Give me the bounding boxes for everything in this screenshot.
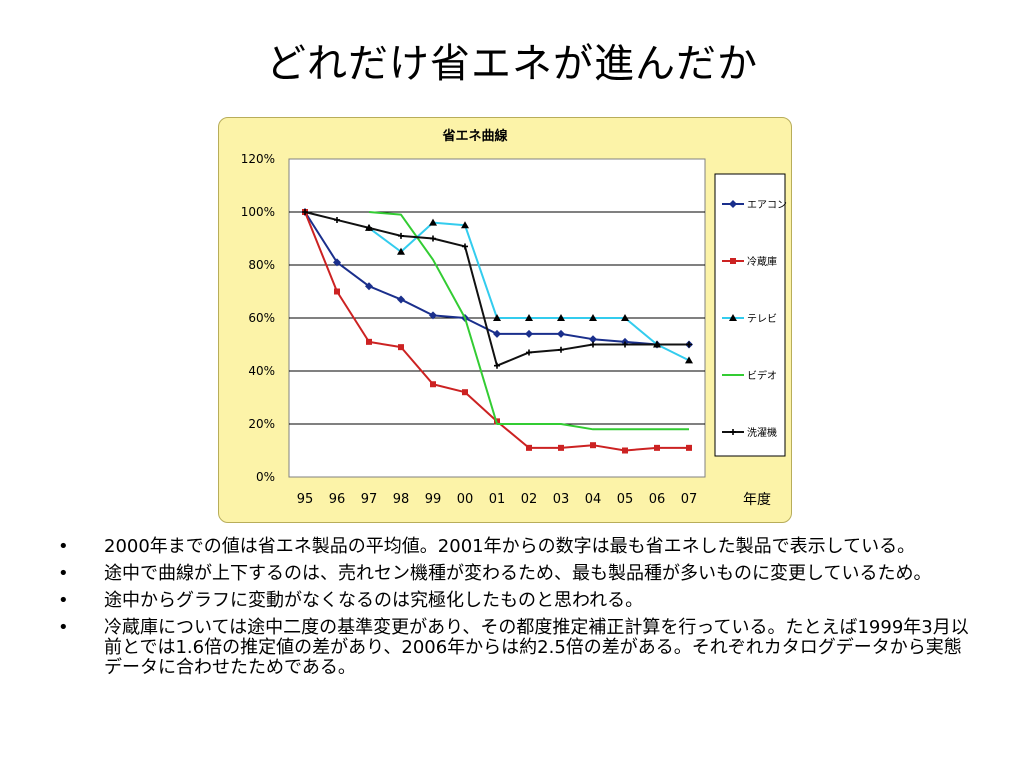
line-chart: 省エネ曲線 0% 20% 40% 60% 80% 100% 120% 95 96 97 98 99 0… (241, 128, 787, 508)
data-point (334, 288, 340, 295)
bullet-text: 途中からグラフに変動がなくなるのは究極化したものと思われる。 (104, 590, 644, 611)
data-point (333, 258, 341, 267)
x-tick-label: 96 (329, 492, 346, 507)
data-point (366, 338, 372, 345)
data-point (558, 444, 564, 451)
grid-lines (289, 211, 705, 425)
y-tick-label: 80% (248, 258, 275, 272)
bullet-item: • 2000年までの値は省エネ製品の平均値。2001年からの数字は最も省エネした製… (58, 537, 974, 557)
legend-marker (729, 200, 737, 208)
data-point (589, 335, 597, 344)
bullet-dot: • (58, 536, 69, 557)
bullet-dot: • (58, 563, 69, 584)
x-axis-ticks: 95 96 97 98 99 00 01 02 03 04 05 06 07 (297, 492, 698, 507)
x-tick-label: 98 (393, 492, 410, 507)
data-point (365, 282, 373, 291)
x-tick-label: 07 (681, 492, 698, 507)
slide-title: どれだけ省エネが進んだか (266, 41, 758, 87)
x-tick-label: 04 (585, 492, 602, 507)
y-tick-label: 40% (248, 364, 275, 378)
y-tick-label: 120% (241, 152, 275, 166)
legend-marker (730, 258, 736, 264)
data-point (526, 444, 532, 451)
data-point (686, 444, 692, 451)
bullet-text: 2000年までの値は省エネ製品の平均値。2001年からの数字は最も省エネした製品… (104, 536, 916, 557)
x-tick-label: 97 (361, 492, 378, 507)
x-tick-label: 03 (553, 492, 570, 507)
series-lines (301, 208, 693, 454)
data-point (397, 247, 405, 255)
chart-panel: 省エネ曲線 0% 20% 40% 60% 80% 100% 120% 95 96 97 98 99 0… (218, 117, 792, 523)
data-point (429, 311, 437, 320)
data-point (334, 216, 340, 223)
data-point (558, 346, 564, 353)
legend-label: エアコン (747, 200, 787, 211)
data-point (430, 381, 436, 388)
data-point (366, 224, 372, 231)
data-point (302, 209, 308, 215)
data-point (462, 243, 468, 250)
data-point (398, 344, 404, 351)
data-point (398, 232, 404, 239)
bullet-item: • 冷蔵庫については途中二度の基準変更があり、その都度推定補正計算を行っている。た… (58, 618, 974, 678)
series-line (368, 211, 689, 431)
x-tick-label: 05 (617, 492, 634, 507)
data-point (430, 235, 436, 242)
bullet-item: • 途中で曲線が上下するのは、売れセン機種が変わるため、最も製品種が多いものに変更… (58, 564, 974, 584)
x-axis-label: 年度 (743, 492, 771, 508)
data-point (397, 295, 405, 304)
data-point (590, 442, 596, 449)
legend-box (714, 173, 786, 457)
data-point (493, 329, 501, 338)
data-point (685, 356, 693, 364)
legend-marker (730, 429, 736, 435)
bullet-text: 冷蔵庫については途中二度の基準変更があり、その都度推定補正計算を行っている。たと… (104, 617, 969, 678)
data-point (525, 329, 533, 338)
legend-label: ビデオ (747, 369, 777, 382)
bullet-item: • 途中からグラフに変動がなくなるのは究極化したものと思われる。 (58, 591, 974, 611)
data-point (654, 341, 660, 348)
bullet-dot: • (58, 590, 69, 611)
data-point (621, 314, 629, 321)
data-point (557, 329, 565, 338)
x-tick-label: 02 (521, 492, 538, 507)
x-tick-label: 00 (457, 492, 474, 507)
data-point (590, 341, 596, 348)
data-point (494, 362, 500, 369)
data-point (429, 218, 437, 226)
legend-label: 冷蔵庫 (747, 255, 777, 268)
bullet-list: • 2000年までの値は省エネ製品の平均値。2001年からの数字は最も省エネした製… (58, 537, 974, 685)
data-point (461, 221, 469, 229)
x-tick-label: 99 (425, 492, 442, 507)
data-point (622, 447, 628, 454)
data-point (589, 314, 597, 321)
legend-label: テレビ (747, 313, 777, 325)
series-2 (365, 218, 693, 364)
data-point (526, 349, 532, 356)
series-4 (302, 209, 692, 369)
y-tick-label: 60% (248, 311, 275, 325)
legend-label: 洗濯機 (747, 426, 777, 439)
data-point (686, 341, 692, 348)
bullet-text: 途中で曲線が上下するのは、売れセン機種が変わるため、最も製品種が多いものに変更し… (104, 563, 932, 584)
chart-title: 省エネ曲線 (441, 128, 508, 144)
data-point (557, 314, 565, 321)
data-point (525, 314, 533, 321)
y-tick-label: 20% (248, 417, 275, 431)
x-tick-label: 95 (297, 492, 314, 507)
data-point (654, 444, 660, 451)
y-axis-ticks: 0% 20% 40% 60% 80% 100% 120% (241, 152, 275, 484)
legend-marker (729, 314, 737, 321)
y-tick-label: 100% (241, 205, 275, 219)
data-point (493, 314, 501, 321)
x-tick-label: 01 (489, 492, 506, 507)
data-point (462, 389, 468, 396)
bullet-dot: • (58, 617, 69, 638)
y-tick-label: 0% (256, 470, 275, 484)
x-tick-label: 06 (649, 492, 666, 507)
data-point (622, 341, 628, 348)
series-3 (368, 211, 689, 431)
